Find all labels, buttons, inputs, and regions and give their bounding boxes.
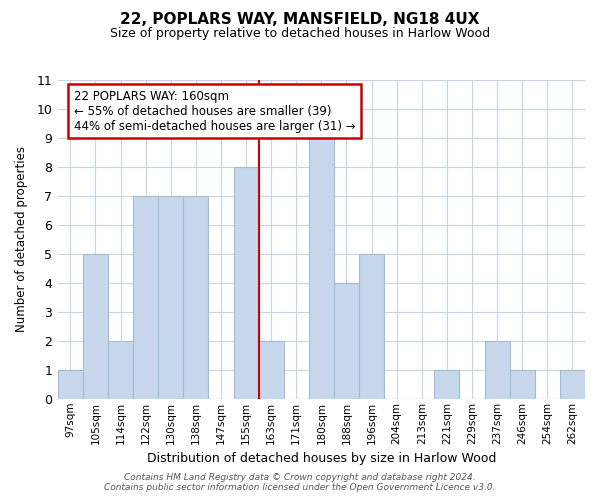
Bar bbox=[108, 341, 133, 399]
Text: Contains HM Land Registry data © Crown copyright and database right 2024.
Contai: Contains HM Land Registry data © Crown c… bbox=[104, 473, 496, 492]
Y-axis label: Number of detached properties: Number of detached properties bbox=[15, 146, 28, 332]
X-axis label: Distribution of detached houses by size in Harlow Wood: Distribution of detached houses by size … bbox=[146, 452, 496, 465]
Bar bbox=[158, 196, 183, 399]
Bar bbox=[485, 341, 509, 399]
Bar bbox=[83, 254, 108, 399]
Bar bbox=[58, 370, 83, 399]
Bar bbox=[309, 138, 334, 399]
Bar bbox=[259, 341, 284, 399]
Text: Size of property relative to detached houses in Harlow Wood: Size of property relative to detached ho… bbox=[110, 28, 490, 40]
Bar bbox=[560, 370, 585, 399]
Bar bbox=[509, 370, 535, 399]
Bar bbox=[434, 370, 460, 399]
Bar bbox=[233, 167, 259, 399]
Text: 22, POPLARS WAY, MANSFIELD, NG18 4UX: 22, POPLARS WAY, MANSFIELD, NG18 4UX bbox=[120, 12, 480, 28]
Bar bbox=[183, 196, 208, 399]
Bar bbox=[334, 283, 359, 399]
Bar bbox=[359, 254, 384, 399]
Bar bbox=[133, 196, 158, 399]
Text: 22 POPLARS WAY: 160sqm
← 55% of detached houses are smaller (39)
44% of semi-det: 22 POPLARS WAY: 160sqm ← 55% of detached… bbox=[74, 90, 355, 132]
